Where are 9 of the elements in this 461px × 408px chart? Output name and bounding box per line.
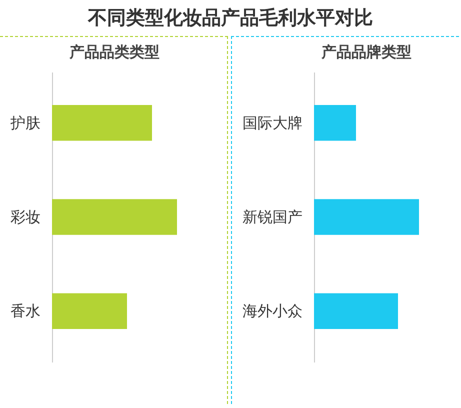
chart-subtitle: 产品品类类型	[68, 43, 160, 61]
y-tick-label: 新锐国产	[242, 208, 302, 226]
y-tick-label: 海外小众	[242, 302, 302, 320]
chart-subtitle: 产品品牌类型	[320, 43, 412, 61]
y-tick-label: 彩妆	[10, 208, 40, 226]
y-tick-label: 护肤	[10, 114, 40, 132]
y-tick-label: 香水	[10, 302, 40, 320]
y-tick-label: 国际大牌	[242, 114, 302, 132]
text: 不同类型化妆品产品毛利水平对比	[86, 6, 374, 31]
